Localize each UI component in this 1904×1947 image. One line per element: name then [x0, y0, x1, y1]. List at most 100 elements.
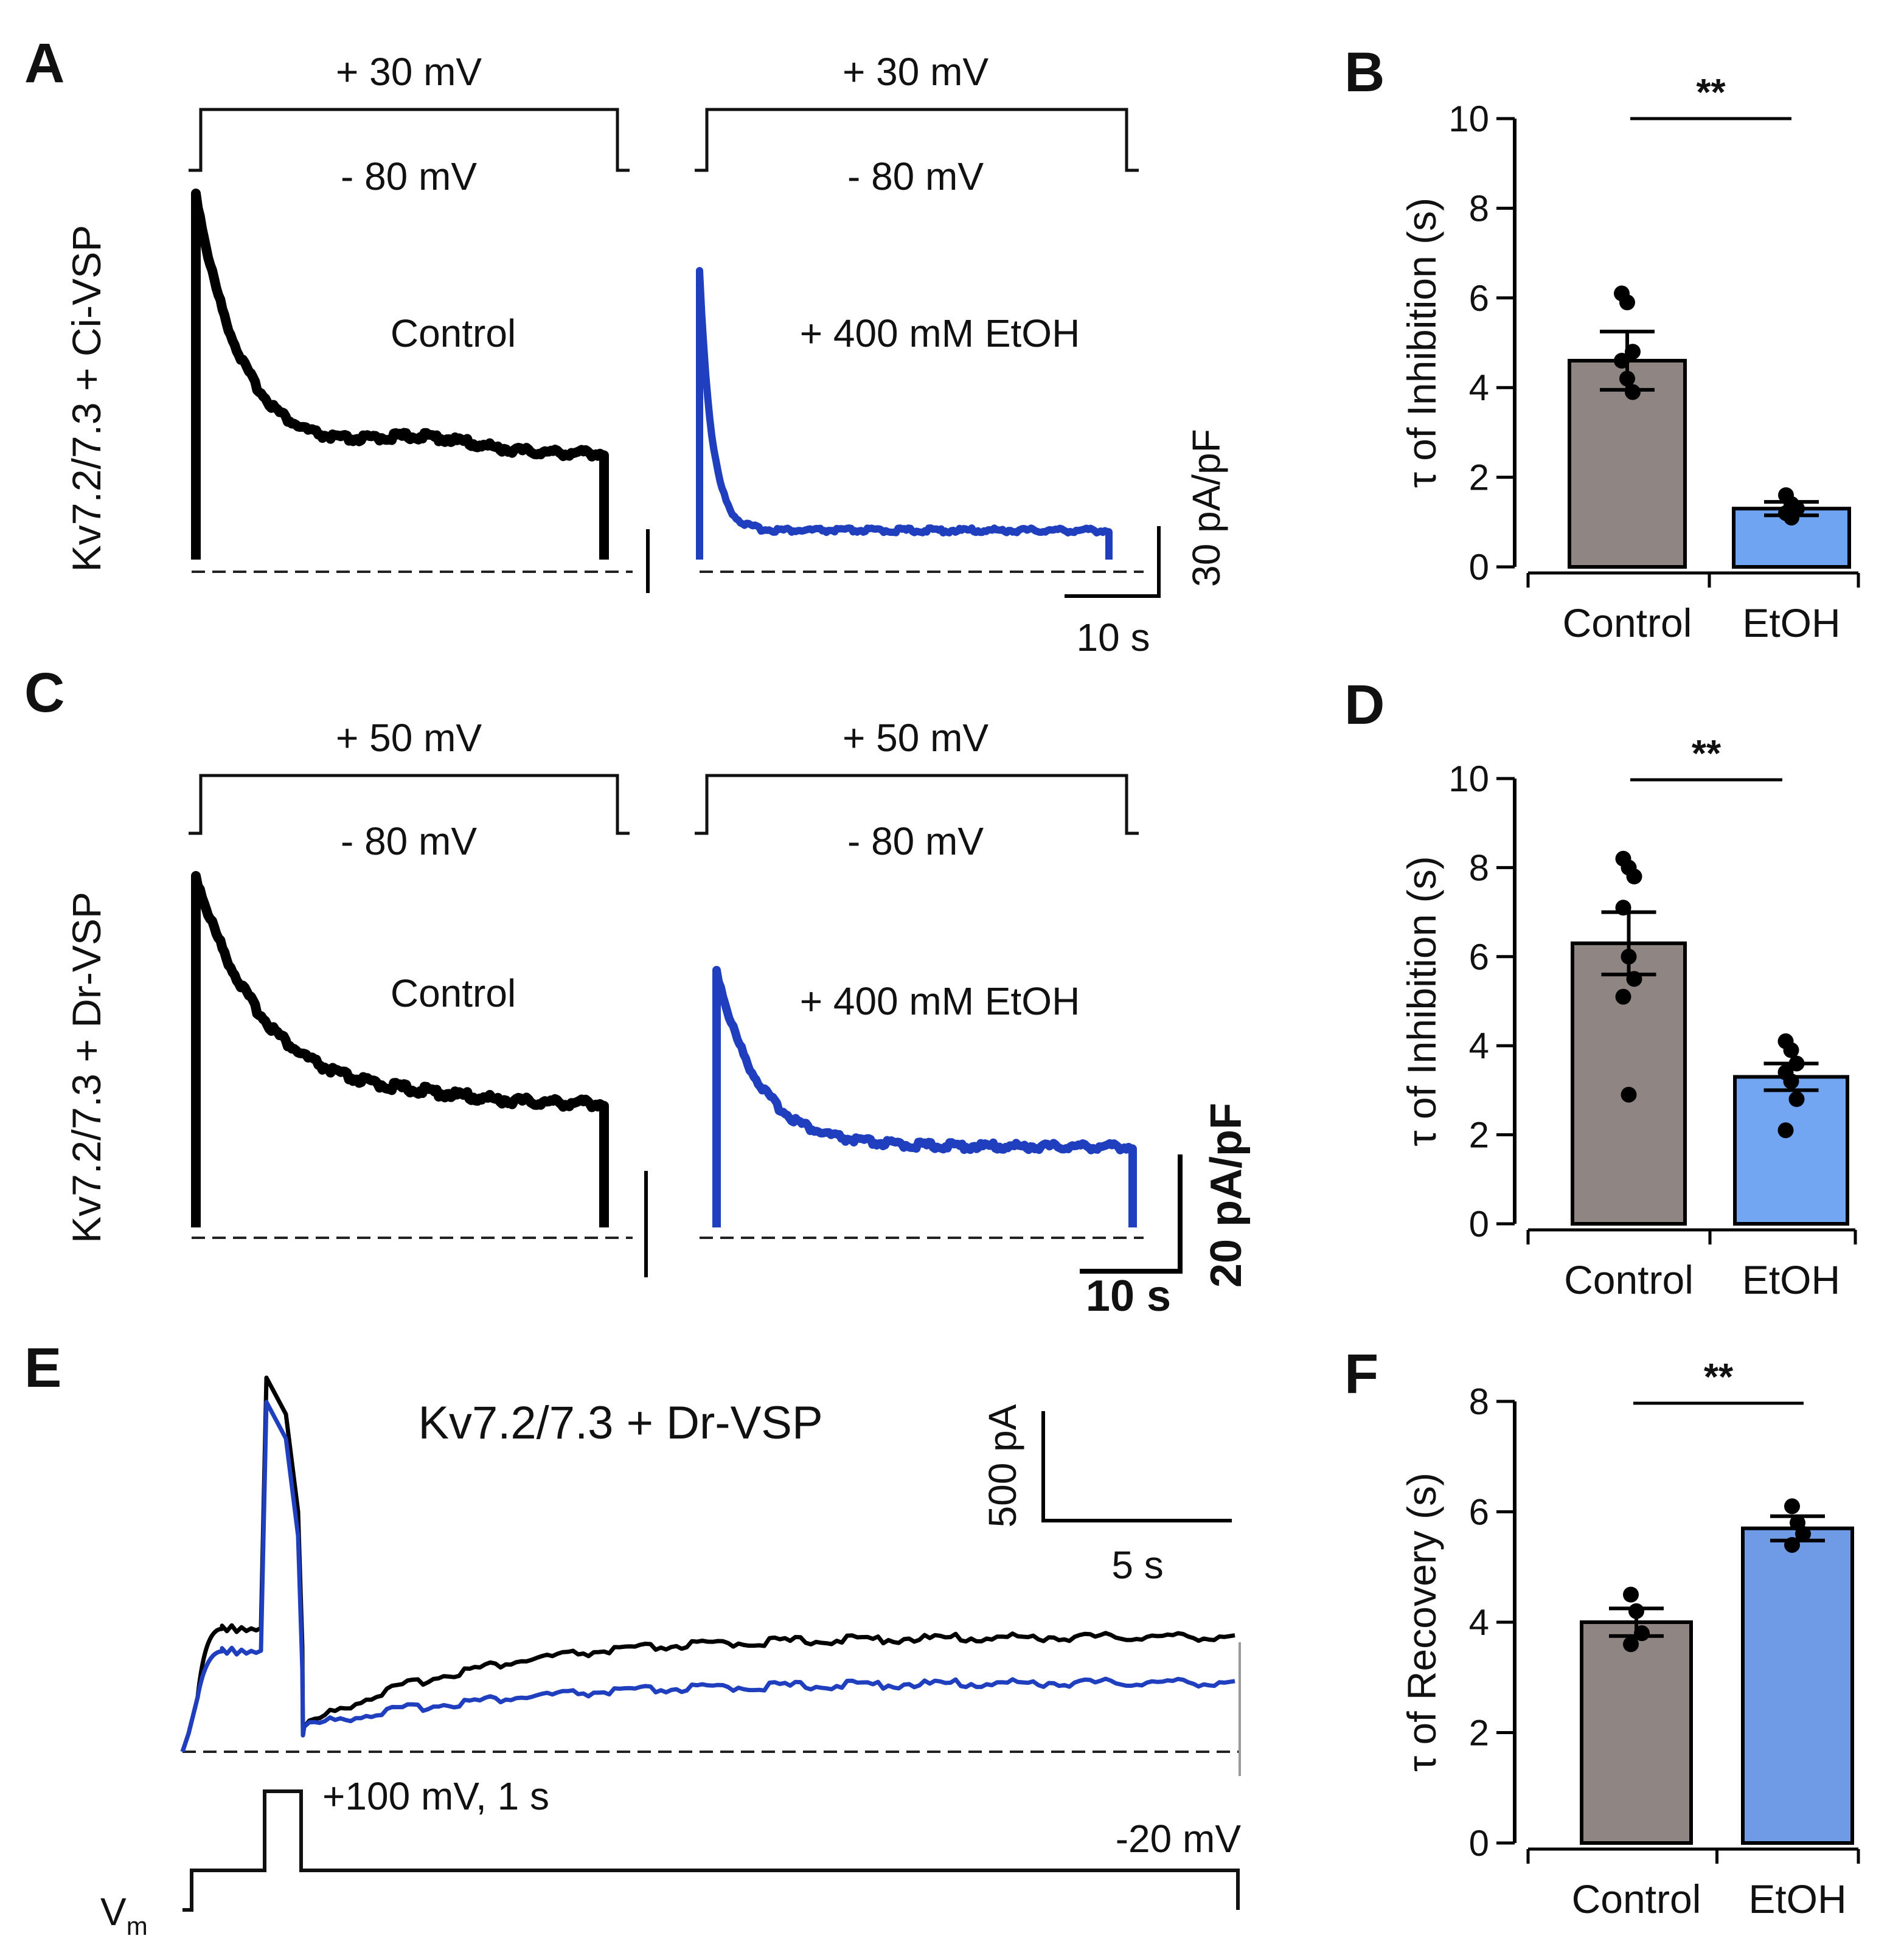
y-tick-label: 10	[1448, 99, 1489, 139]
significance-stars: **	[1692, 733, 1722, 775]
data-point	[1783, 1042, 1799, 1058]
data-point	[1784, 509, 1799, 526]
scalebar-e	[1041, 1411, 1232, 1522]
trace-c-etoh	[712, 966, 1137, 1227]
panel-label-b: B	[1344, 41, 1385, 103]
y-tick-label: 8	[1469, 847, 1489, 888]
scale-a-time: 10 s	[1077, 616, 1150, 659]
bar-chart-f: 0 2 4 6 8 τ of Recovery (s) Control EtOH **	[1399, 1356, 1860, 1921]
data-point	[1615, 988, 1631, 1005]
panel-e-title: Kv7.2/7.3 + Dr-VSP	[418, 1397, 822, 1449]
bar-control	[1571, 941, 1687, 1226]
panel-label-f: F	[1344, 1343, 1378, 1405]
panel-label-c: C	[24, 662, 64, 724]
data-point	[1784, 1498, 1800, 1515]
panel-c: Kv7.2/7.3 + Dr-VSP + 50 mV - 80 mV + 50 …	[64, 716, 1251, 1321]
data-point	[1621, 948, 1637, 965]
category-label: EtOH	[1742, 1257, 1840, 1302]
protocol-c-right-low: - 80 mV	[847, 819, 984, 863]
y-axis-label: τ of Inhibition (s)	[1399, 198, 1444, 488]
data-point	[1628, 1603, 1644, 1619]
category-label: Control	[1563, 600, 1692, 645]
y-tick-label: 0	[1469, 1204, 1489, 1244]
trace-e-control	[180, 1375, 1235, 1753]
protocol-a-left-high: + 30 mV	[336, 50, 482, 94]
y-tick-label: 8	[1469, 188, 1489, 229]
panel-label-d: D	[1344, 674, 1385, 736]
data-point	[1784, 1536, 1800, 1553]
row1-ylabel: Kv7.2/7.3 + Ci-VSP	[64, 225, 109, 572]
data-point	[1623, 1636, 1639, 1653]
category-label: Control	[1564, 1257, 1694, 1302]
y-tick-label: 4	[1469, 1602, 1489, 1643]
bar-chart-b: 0 2 4 6 8 10 τ of Inhibition (s) Control EtOH **	[1399, 72, 1860, 645]
condition-a-left: Control	[391, 311, 516, 355]
trace-a-etoh	[696, 267, 1113, 560]
protocol-a-left	[189, 108, 630, 172]
protocol-c-left	[189, 774, 630, 835]
y-axis-label: τ of Inhibition (s)	[1399, 856, 1444, 1146]
data-point	[1621, 1086, 1637, 1103]
scalebar-c-right	[1080, 1154, 1183, 1274]
y-tick-label: 6	[1469, 278, 1489, 319]
panel-label-e: E	[24, 1337, 61, 1399]
panel-a: Kv7.2/7.3 + Ci-VSP + 30 mV - 80 mV + 30 …	[64, 50, 1228, 659]
protocol-e-hold: -20 mV	[1116, 1817, 1242, 1861]
protocol-c-left-high: + 50 mV	[336, 716, 482, 760]
significance-stars: **	[1704, 1356, 1734, 1398]
scale-c-time: 10 s	[1086, 1272, 1171, 1321]
y-tick-label: 2	[1469, 1713, 1489, 1754]
trace-e-etoh	[180, 1400, 1235, 1753]
scale-e-time: 5 s	[1111, 1543, 1163, 1587]
scale-a-amplitude: 30 pA/pF	[1184, 429, 1228, 587]
trace-c-control	[191, 871, 609, 1227]
scale-c-amplitude: 20 pA/pF	[1202, 1103, 1251, 1288]
bar-chart-d: 0 2 4 6 8 10 τ of Inhibition (s) Control EtOH **	[1399, 733, 1857, 1302]
panel-e: Kv7.2/7.3 + Dr-VSP 500 pA 5 s +100 mV, 1…	[100, 1375, 1242, 1940]
trace-a-control	[191, 189, 609, 560]
data-point	[1614, 352, 1630, 369]
row2-ylabel: Kv7.2/7.3 + Dr-VSP	[64, 892, 109, 1243]
data-point	[1788, 1091, 1805, 1108]
significance-stars: **	[1696, 72, 1726, 114]
data-point	[1795, 1525, 1811, 1542]
y-tick-label: 6	[1469, 937, 1489, 977]
scale-e-amplitude: 500 pA	[981, 1404, 1024, 1527]
y-tick-label: 6	[1469, 1492, 1489, 1533]
bar-etoh	[1741, 1526, 1854, 1845]
data-point	[1783, 1073, 1799, 1089]
data-point	[1619, 294, 1635, 311]
data-point	[1619, 370, 1635, 387]
y-tick-label: 0	[1469, 547, 1489, 588]
scalebar-a-right	[1065, 526, 1161, 598]
data-point	[1634, 1625, 1650, 1642]
data-point	[1626, 971, 1642, 987]
protocol-c-right-high: + 50 mV	[843, 716, 988, 760]
vm-label: Vm	[100, 1890, 148, 1940]
protocol-a-right	[695, 108, 1139, 172]
y-tick-label: 0	[1469, 1823, 1489, 1864]
y-tick-label: 10	[1448, 758, 1489, 799]
protocol-c-right	[695, 774, 1139, 835]
data-point	[1626, 869, 1642, 885]
data-point	[1777, 1122, 1794, 1139]
protocol-a-left-low: - 80 mV	[341, 154, 477, 198]
y-tick-label: 4	[1469, 1026, 1489, 1066]
category-label: Control	[1572, 1876, 1701, 1921]
y-tick-label: 4	[1469, 367, 1489, 408]
data-point	[1625, 384, 1641, 400]
bar-etoh	[1733, 1075, 1849, 1226]
condition-a-right: + 400 mM EtOH	[800, 311, 1080, 355]
y-tick-label: 2	[1469, 457, 1489, 498]
y-tick-label: 8	[1469, 1381, 1489, 1422]
data-point	[1615, 900, 1631, 916]
protocol-c-left-low: - 80 mV	[341, 819, 477, 863]
data-point	[1788, 1055, 1805, 1072]
bar-control	[1580, 1620, 1693, 1845]
y-tick-label: 2	[1469, 1115, 1489, 1156]
protocol-a-right-high: + 30 mV	[843, 50, 988, 94]
category-label: EtOH	[1742, 600, 1840, 645]
protocol-a-right-low: - 80 mV	[847, 154, 984, 198]
condition-c-right: + 400 mM EtOH	[800, 979, 1080, 1023]
